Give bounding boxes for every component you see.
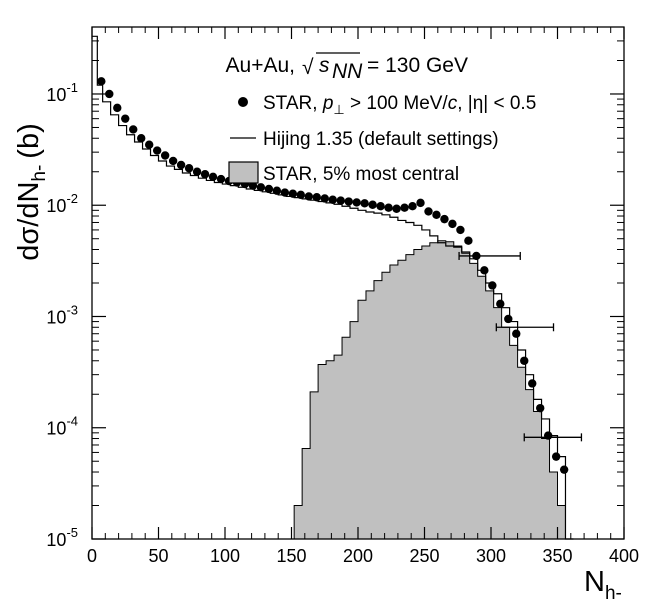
- y-axis-title: dσ/dNh- (b): [13, 123, 50, 261]
- data-point: [288, 189, 298, 198]
- data-point: [496, 299, 505, 309]
- data-point: [200, 170, 210, 179]
- data-point: [272, 186, 282, 195]
- data-point: [400, 203, 409, 212]
- data-point: [328, 195, 337, 204]
- y-tick-label: 10-2: [46, 191, 78, 216]
- data-point: [216, 174, 226, 184]
- y-axis-title-unit: (b): [13, 123, 45, 158]
- x-tick-label: 0: [87, 546, 97, 566]
- data-point: [312, 193, 321, 202]
- data-point: [543, 431, 553, 440]
- legend-marker-star-points: [238, 97, 248, 107]
- legend-label-star-points: STAR, p⊥ > 100 MeV/c, |η| < 0.5: [263, 93, 536, 117]
- central-histogram: [293, 240, 566, 540]
- collision-annotation: Au+Au, √ s NN = 130 GeV: [226, 52, 468, 83]
- x-tick-label: 100: [210, 546, 240, 566]
- error-bars-layer: [458, 251, 583, 442]
- data-point: [488, 281, 497, 290]
- x-tick-label: 150: [276, 546, 306, 566]
- data-point: [504, 314, 513, 324]
- x-tick-label: 400: [609, 546, 639, 566]
- data-point: [296, 190, 306, 200]
- annotation-s-var: s: [319, 54, 330, 77]
- annotation-sqrt-sign: √: [302, 56, 314, 79]
- data-point: [280, 188, 290, 197]
- data-point: [440, 214, 449, 224]
- data-point: [176, 160, 186, 170]
- annotation-energy: = 130 GeV: [367, 54, 468, 77]
- data-point: [129, 125, 138, 134]
- data-point: [304, 192, 313, 201]
- x-tick-label: 300: [476, 546, 506, 566]
- legend-label-hijing: Hijing 1.35 (default settings): [263, 129, 499, 150]
- y-tick-label: 10-1: [46, 80, 78, 105]
- data-point: [408, 202, 417, 211]
- data-point: [551, 452, 561, 461]
- data-point: [105, 89, 114, 99]
- y-tick-label: 10-5: [46, 525, 78, 550]
- data-point: [144, 140, 154, 149]
- data-point: [424, 207, 433, 216]
- y-axis-title-main: dσ/dN: [13, 182, 45, 261]
- annotation-s-sub: NN: [332, 60, 363, 83]
- data-point: [464, 236, 473, 245]
- data-point: [256, 183, 266, 192]
- data-point: [152, 146, 162, 155]
- data-point: [416, 198, 425, 208]
- x-tick-label: 200: [343, 546, 373, 566]
- data-point: [392, 204, 401, 213]
- data-point: [336, 196, 345, 205]
- data-point: [536, 403, 545, 413]
- data-point: [121, 114, 130, 123]
- y-tick-label: 10-3: [46, 302, 78, 327]
- data-point: [360, 199, 369, 208]
- legend-label-central: STAR, 5% most central: [263, 164, 459, 185]
- data-point: [520, 356, 529, 365]
- data-point: [368, 200, 377, 209]
- data-point: [264, 184, 274, 194]
- data-point: [160, 151, 170, 160]
- data-point: [512, 329, 521, 338]
- x-tick-label: 350: [542, 546, 572, 566]
- x-tick-label: 250: [409, 546, 439, 566]
- data-point: [184, 164, 194, 173]
- central-histogram-layer: [293, 240, 566, 540]
- data-point: [456, 225, 465, 235]
- x-axis-title-main: N: [584, 566, 605, 598]
- data-point: [448, 219, 457, 229]
- data-point: [344, 197, 353, 206]
- data-point: [97, 77, 106, 86]
- x-axis-title: Nh-: [584, 566, 622, 604]
- data-point: [137, 134, 146, 143]
- data-point: [192, 167, 202, 176]
- data-point: [320, 194, 329, 203]
- data-point: [113, 103, 122, 113]
- data-point: [528, 379, 537, 388]
- data-point: [472, 251, 481, 261]
- data-point: [480, 266, 489, 275]
- data-point: [352, 198, 361, 207]
- y-axis-title-sub: h-: [29, 165, 50, 182]
- data-point: [432, 210, 441, 220]
- annotation-system: Au+Au,: [226, 54, 295, 77]
- data-point: [384, 203, 393, 212]
- legend: STAR, p⊥ > 100 MeV/c, |η| < 0.5 Hijing 1…: [228, 93, 536, 185]
- data-point: [376, 202, 385, 211]
- data-point: [559, 465, 569, 474]
- data-point: [168, 156, 178, 166]
- y-tick-label: 10-4: [46, 414, 78, 439]
- axes-layer: 0 50 100 150 200 250 300 350 400 10-5 10-4 10-3 10-2…: [46, 26, 639, 566]
- x-axis-title-sub: h-: [605, 583, 622, 604]
- data-point: [208, 172, 218, 182]
- x-tick-label: 50: [148, 546, 168, 566]
- legend-marker-central-hist: [228, 161, 259, 184]
